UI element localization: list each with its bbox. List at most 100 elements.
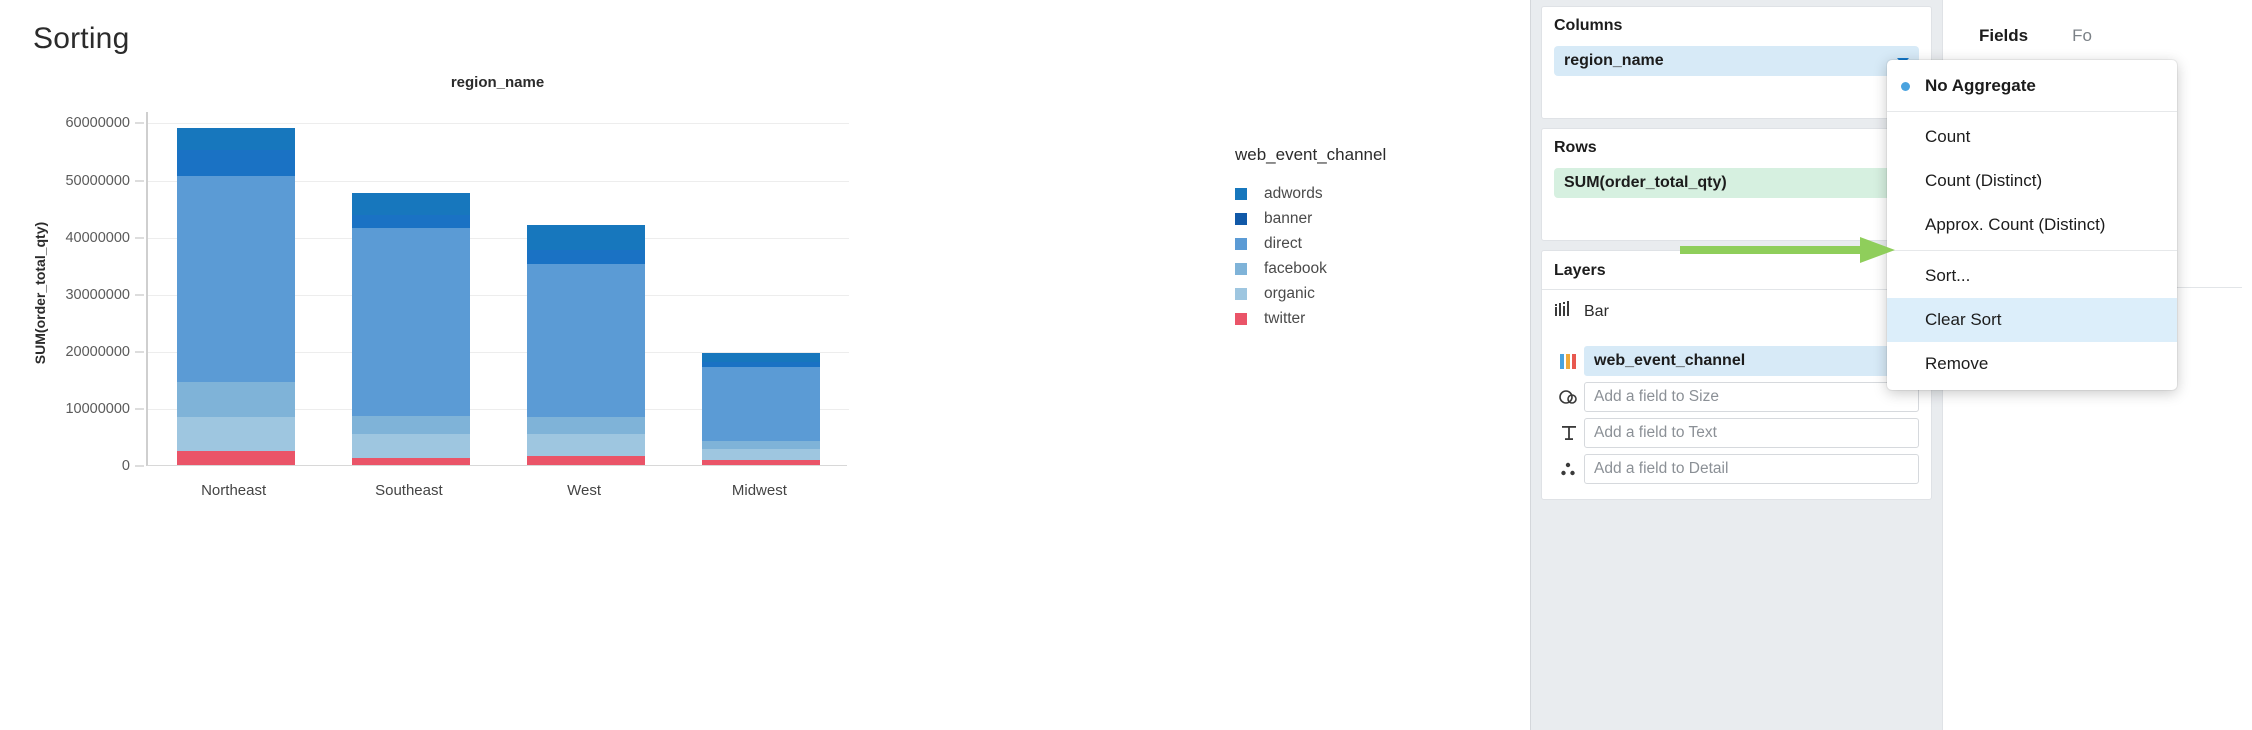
shelf-panel: Columns region_name Rows SUM(order_total… — [1530, 0, 1942, 730]
y-axis-tick-label: 30000000 — [65, 286, 130, 303]
rows-shelf-dropzone[interactable] — [1554, 198, 1919, 228]
bar-segment[interactable] — [176, 451, 295, 465]
bar-stack[interactable] — [527, 111, 646, 465]
legend-item[interactable]: organic — [1235, 281, 1386, 306]
bar-segment[interactable] — [702, 361, 821, 368]
y-axis-tick-label: 0 — [121, 458, 130, 474]
encoding-dropzone[interactable]: Add a field to Text — [1584, 418, 1919, 448]
chart-column-title: region_name — [450, 74, 545, 91]
bar-segment[interactable] — [351, 415, 470, 434]
page-title: Sorting — [33, 22, 130, 55]
menu-item-sort[interactable]: Sort... — [1887, 254, 2177, 298]
bar-segment[interactable] — [702, 352, 821, 362]
gridline — [148, 351, 849, 353]
bar-segment[interactable] — [527, 417, 646, 435]
annotation-arrow-icon — [1680, 237, 1895, 268]
encoding-label: Add a field to Detail — [1594, 460, 1729, 477]
legend-item[interactable]: twitter — [1235, 306, 1386, 331]
bar-segment[interactable] — [702, 449, 821, 461]
size-icon — [1554, 388, 1584, 406]
y-axis-tick-label: 50000000 — [65, 172, 130, 189]
encoding-row: Add a field to Size — [1554, 379, 1919, 415]
bar-segment[interactable] — [351, 214, 470, 229]
bar-segment[interactable] — [351, 433, 470, 458]
menu-item-count[interactable]: Count — [1887, 115, 2177, 159]
legend-item[interactable]: facebook — [1235, 256, 1386, 281]
rows-pill-sum-order-total-qty[interactable]: SUM(order_total_qty) — [1554, 168, 1919, 198]
columns-shelf: Columns region_name — [1541, 6, 1932, 119]
columns-shelf-header: Columns — [1554, 17, 1623, 34]
bar-segment[interactable] — [527, 224, 646, 250]
bar-segment[interactable] — [176, 176, 295, 382]
bar-segment[interactable] — [351, 457, 470, 465]
x-axis-tick-label: West — [567, 482, 602, 499]
bar-segment[interactable] — [176, 381, 295, 418]
gridline — [148, 123, 849, 125]
bar-stack[interactable] — [176, 111, 295, 465]
bar-segment[interactable] — [176, 417, 295, 452]
y-axis-tick-mark — [135, 408, 144, 410]
legend-item[interactable]: direct — [1235, 231, 1386, 256]
encoding-label: web_event_channel — [1594, 352, 1746, 369]
x-axis-tick-label: Midwest — [731, 482, 787, 499]
chart-legend: web_event_channel adwords banner direct fac… — [1235, 145, 1386, 331]
aggregate-context-menu: No Aggregate Count Count (Distinct) Approx.… — [1887, 60, 2177, 390]
y-axis-tick-mark — [135, 180, 144, 182]
y-axis-tick-label: 40000000 — [65, 229, 130, 246]
y-axis-title: SUM(order_total_qty) — [32, 221, 48, 365]
menu-item-label: Count — [1925, 127, 1971, 146]
menu-item-count-distinct[interactable]: Count (Distinct) — [1887, 159, 2177, 203]
bar-segment[interactable] — [527, 434, 646, 456]
legend-swatch — [1235, 287, 1247, 300]
menu-item-no-aggregate[interactable]: No Aggregate — [1887, 64, 2177, 108]
bar-stack[interactable] — [702, 111, 821, 465]
bar-segment[interactable] — [702, 367, 821, 442]
legend-item[interactable]: banner — [1235, 206, 1386, 231]
menu-item-approx-count-distinct[interactable]: Approx. Count (Distinct) — [1887, 203, 2177, 247]
legend-item-label: twitter — [1264, 309, 1306, 327]
columns-shelf-dropzone[interactable] — [1554, 76, 1919, 106]
y-axis-tick-label: 20000000 — [65, 343, 130, 360]
bar-segment[interactable] — [527, 249, 646, 265]
bar-stack[interactable] — [351, 111, 470, 465]
bar-segment[interactable] — [351, 228, 470, 416]
bar-segment[interactable] — [527, 264, 646, 418]
encoding-dropzone[interactable]: Add a field to Size — [1584, 382, 1919, 412]
encoding-dropzone[interactable]: Add a field to Detail — [1584, 454, 1919, 484]
layers-shelf: Layers Bar web_event_channel Add a field … — [1541, 250, 1932, 500]
layer-encodings-list: web_event_channel Add a field to Size Add … — [1542, 333, 1931, 499]
bar-segment[interactable] — [702, 441, 821, 450]
menu-item-label: Approx. Count (Distinct) — [1925, 215, 2106, 234]
menu-item-remove[interactable]: Remove — [1887, 342, 2177, 386]
y-axis-tick-mark — [135, 237, 144, 239]
bar-segment[interactable] — [702, 460, 821, 465]
legend-swatch — [1235, 312, 1247, 325]
gridline — [148, 180, 849, 182]
layer-mark-type-label: Bar — [1584, 302, 1609, 320]
bar-segment[interactable] — [351, 193, 470, 215]
legend-item[interactable]: adwords — [1235, 181, 1386, 206]
menu-item-label: Clear Sort — [1925, 310, 2002, 329]
legend-items: adwords banner direct facebook organic twitte… — [1235, 181, 1386, 331]
encoding-pill[interactable]: web_event_channel — [1584, 346, 1919, 376]
bar-segment[interactable] — [176, 150, 295, 177]
bar-chart-icon — [1554, 301, 1572, 322]
menu-item-label: No Aggregate — [1925, 76, 2036, 95]
columns-pill-region-name[interactable]: region_name — [1554, 46, 1919, 76]
y-axis-tick-mark — [135, 351, 144, 353]
chart-panel: Sorting region_name SUM(order_total_qty)… — [32, 22, 1387, 499]
legend-swatch — [1235, 237, 1247, 250]
text-icon — [1554, 424, 1584, 442]
legend-item-label: facebook — [1264, 259, 1327, 277]
plot-area — [146, 111, 849, 466]
bar-segment[interactable] — [527, 455, 646, 465]
menu-item-clear-sort[interactable]: Clear Sort — [1887, 298, 2177, 342]
legend-item-label: banner — [1264, 209, 1313, 227]
legend-title: web_event_channel — [1235, 145, 1387, 164]
legend-item-label: adwords — [1264, 184, 1323, 202]
bar-segment[interactable] — [176, 127, 295, 151]
rows-shelf-header: Rows — [1554, 139, 1597, 156]
selected-dot-icon — [1901, 81, 1919, 91]
layer-mark-type-selector[interactable]: Bar — [1542, 289, 1931, 333]
tab-fo[interactable]: Fo — [2072, 26, 2092, 45]
